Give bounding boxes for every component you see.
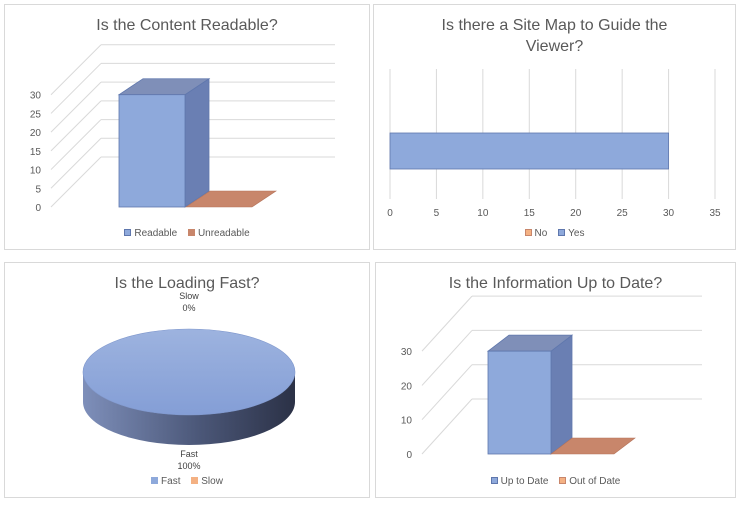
chart-site-map: Is there a Site Map to Guide the Viewer?… [373, 4, 736, 250]
chart-loading-fast-plot: Slow 0% Fast 100% [82, 291, 296, 471]
legend-label-slow: Slow [201, 476, 223, 487]
bar-out-of-date [550, 437, 636, 455]
x-tick-label: 15 [524, 208, 536, 219]
chart-site-map-plot: 0 5 10 15 20 25 30 35 [387, 69, 721, 219]
y-tick-label: 0 [406, 450, 412, 461]
gridline-diagonal [50, 81, 102, 133]
y-tick-label: 30 [401, 347, 413, 358]
legend-label-fast: Fast [161, 476, 181, 487]
legend-label-no: No [534, 228, 548, 239]
y-tick-label: 25 [30, 109, 42, 120]
bar-side-up-to-date [550, 334, 573, 455]
legend-label-out-of-date: Out of Date [569, 476, 621, 487]
legend-swatch-fast [151, 477, 159, 484]
chart-loading-fast: Is the Loading Fast? Slow 0% Fast 100% Fast… [4, 262, 370, 498]
x-tick-label: 5 [434, 208, 440, 219]
chart-title: Is there a Site Map to Guide the Viewer? [441, 17, 668, 55]
data-label-slow-name: Slow [179, 291, 199, 301]
y-tick-label: 30 [30, 91, 42, 102]
legend-swatch-unreadable [187, 229, 195, 236]
legend-item-fast: Fast [151, 476, 180, 487]
pie-slice-fast-side [83, 372, 295, 445]
bar-readable [118, 94, 186, 208]
legend-item-slow: Slow [191, 476, 223, 487]
chart-information-up-to-date-plot: 0 10 20 30 [401, 295, 702, 461]
data-label-fast-pct: 100% [177, 461, 200, 471]
gridline-diagonal [50, 156, 102, 208]
legend-item-out-of-date: Out of Date [559, 476, 620, 487]
legend-swatch-no [524, 229, 532, 236]
legend-swatch-yes [558, 229, 566, 236]
legend: Fast Slow [5, 476, 369, 487]
x-tick-label: 30 [663, 208, 675, 219]
legend: Up to Date Out of Date [376, 476, 735, 487]
legend-label-readable: Readable [134, 228, 178, 239]
gridline-diagonal [421, 364, 473, 421]
gridline-diagonal [50, 63, 102, 114]
legend-item-yes: Yes [558, 228, 584, 239]
gridline-diagonal [50, 100, 102, 152]
gridline-diagonal [421, 330, 473, 386]
legend-swatch-readable [124, 229, 132, 236]
y-tick-label: 10 [401, 416, 413, 427]
gridline-diagonal [50, 44, 102, 96]
y-tick-label: 0 [35, 203, 41, 214]
chart-title: Is the Content Readable? [96, 17, 278, 34]
y-tick-label: 10 [30, 166, 42, 177]
chart-content-readable: Is the Content Readable? 0 5 10 15 20 25 30 Re… [4, 4, 370, 250]
legend-item-up-to-date: Up to Date [490, 476, 549, 487]
x-tick-label: 10 [477, 208, 489, 219]
bar-unreadable [185, 190, 277, 208]
gridline-diagonal [50, 119, 102, 170]
x-tick-label: 0 [387, 208, 393, 219]
legend-label-unreadable: Unreadable [197, 228, 250, 239]
y-tick-label: 20 [401, 381, 413, 392]
pie-slice-fast [82, 328, 296, 416]
x-tick-label: 25 [617, 208, 629, 219]
bar-side-readable [184, 77, 210, 208]
legend-label-up-to-date: Up to Date [500, 476, 549, 487]
data-label-fast-name: Fast [180, 449, 198, 459]
chart-content-readable-plot: 0 5 10 15 20 25 30 [30, 44, 335, 214]
gridline-diagonal [421, 295, 473, 352]
y-tick-label: 5 [35, 184, 41, 195]
y-tick-label: 15 [30, 147, 42, 158]
x-tick-label: 20 [570, 208, 582, 219]
legend-label-yes: Yes [568, 228, 585, 239]
y-tick-label: 20 [30, 128, 42, 139]
legend-item-unreadable: Unreadable [187, 228, 250, 239]
chart-title: Is the Loading Fast? [114, 275, 260, 292]
legend: Readable Unreadable [5, 228, 369, 239]
data-label-slow-pct: 0% [182, 303, 195, 313]
gridline-diagonal [50, 137, 102, 189]
bar-yes [389, 132, 669, 170]
bar-up-to-date [487, 350, 552, 455]
legend-swatch-slow [191, 477, 199, 484]
x-tick-label: 35 [709, 208, 721, 219]
chart-title: Is the Information Up to Date? [448, 275, 663, 292]
gridline-diagonal [421, 398, 473, 455]
legend-item-readable: Readable [124, 228, 177, 239]
legend: No Yes [374, 228, 735, 239]
legend-swatch-out-of-date [559, 477, 567, 484]
legend-swatch-up-to-date [490, 477, 498, 484]
legend-item-no: No [524, 228, 548, 239]
chart-information-up-to-date: Is the Information Up to Date? 0 10 20 30 U… [375, 262, 736, 498]
